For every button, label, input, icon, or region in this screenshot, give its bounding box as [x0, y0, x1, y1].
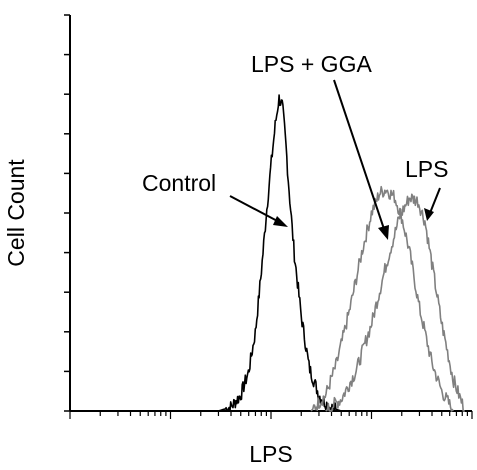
lps-arrow: [429, 187, 441, 214]
y-ticks: [64, 14, 70, 412]
control-arrowhead: [273, 216, 288, 227]
lps-gga-arrow: [333, 79, 386, 233]
axes: [64, 14, 473, 419]
lps-gga-arrowhead: [378, 225, 389, 240]
series-line-control: [218, 94, 342, 412]
annotation-lps-gga: LPS + GGA: [251, 51, 372, 77]
x-ticks: [69, 411, 473, 419]
lps-arrowhead: [424, 208, 434, 221]
series-layer: [218, 94, 465, 412]
y-axis-title: Cell Count: [3, 159, 29, 267]
series-line-lps-gga: [310, 185, 454, 412]
annotation-arrows: [229, 79, 441, 240]
annotation-control: Control: [142, 170, 216, 196]
x-axis-title: LPS: [249, 441, 292, 467]
control-arrow: [229, 195, 284, 225]
annotation-lps: LPS: [405, 156, 448, 182]
series-line-lps: [325, 193, 465, 412]
